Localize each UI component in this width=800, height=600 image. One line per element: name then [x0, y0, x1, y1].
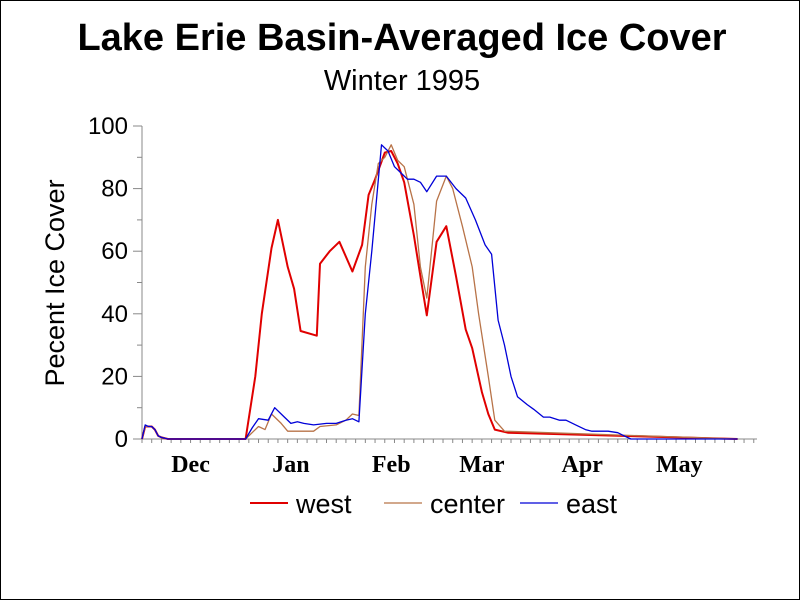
y-tick-label: 20	[101, 363, 128, 390]
legend-label-center: center	[430, 489, 505, 519]
legend: west center east	[250, 489, 618, 519]
x-tick-label: Dec	[171, 452, 210, 478]
axes	[133, 125, 757, 443]
x-tick-label: Jan	[272, 452, 309, 478]
chart-subtitle: Winter 1995	[324, 65, 480, 97]
series-line-east	[141, 144, 738, 440]
legend-label-east: east	[566, 489, 618, 519]
y-tick-label: 40	[101, 301, 128, 328]
legend-label-west: west	[295, 489, 352, 519]
y-tick-label: 0	[115, 426, 128, 453]
y-axis-label: Pecent Ice Cover	[40, 179, 70, 386]
chart-title: Lake Erie Basin-Averaged Ice Cover	[77, 17, 726, 59]
y-tick-label: 100	[88, 113, 128, 140]
x-tick-label: Feb	[372, 452, 411, 478]
x-tick-label: Mar	[459, 452, 505, 478]
data-series	[141, 144, 738, 440]
series-line-center	[141, 144, 738, 440]
x-tick-labels: Dec Jan Feb Mar Apr May	[171, 452, 702, 478]
x-tick-label: Apr	[562, 452, 604, 478]
y-tick-label: 80	[101, 176, 128, 203]
x-tick-label: May	[656, 452, 703, 478]
y-tick-label: 60	[101, 238, 128, 265]
y-tick-labels: 0 20 40 60 80 100	[88, 113, 128, 453]
